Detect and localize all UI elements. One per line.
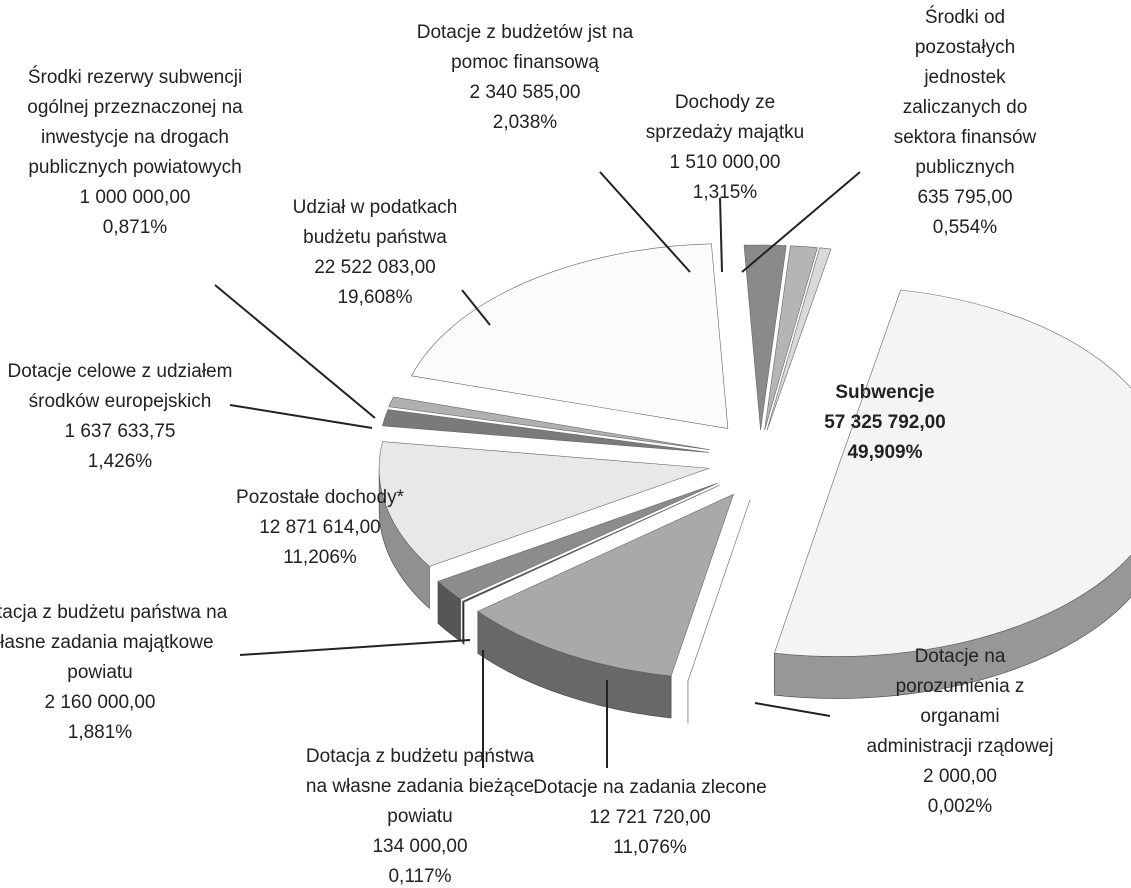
label-name: Środki rezerwy subwencji ogólnej przezna… (27, 67, 243, 178)
slice (378, 441, 710, 567)
slice-label: Środki od pozostałych jednostek zaliczan… (878, 3, 1053, 243)
label-amount: 1 637 633,75 (64, 421, 176, 442)
slice-label: Udział w podatkach budżetu państwa 22 522… (265, 193, 485, 313)
slice (411, 243, 729, 429)
label-percent: 1,881% (67, 722, 133, 743)
slice-side-shade (774, 554, 1131, 699)
label-percent: 0,002% (927, 796, 993, 817)
slice (381, 409, 709, 453)
label-percent: 0,871% (102, 217, 168, 238)
slice-label: Dotacje na porozumienia z organami admin… (865, 642, 1055, 822)
leader-line (719, 197, 723, 273)
leader-line (229, 404, 373, 429)
label-amount: 57 325 792,00 (824, 412, 946, 433)
label-name: Udział w podatkach budżetu państwa (292, 197, 458, 248)
slice-label: Dotacja z budżetu państwa na własne zada… (0, 598, 230, 748)
label-percent: 0,554% (932, 217, 998, 238)
slice-side-shade (379, 468, 430, 609)
leader-line (214, 284, 376, 419)
label-percent: 1,315% (692, 182, 758, 203)
slice (461, 484, 720, 603)
slice-label: Pozostałe dochody* 12 871 614,00 11,206% (200, 483, 440, 573)
slice-label: Dotacje celowe z udziałem środków europe… (5, 357, 235, 477)
leader-line (754, 702, 831, 717)
slice (773, 289, 1131, 657)
label-name: Dotacja z budżetu państwa na własne zada… (305, 746, 535, 827)
slice (687, 499, 751, 682)
slice (766, 247, 832, 431)
slice (477, 493, 734, 677)
label-name: Dotacja z budżetu państwa na własne zada… (0, 602, 228, 683)
label-amount: 2 160 000,00 (44, 692, 156, 713)
label-percent: 1,426% (87, 451, 153, 472)
slice-side-shade (437, 581, 461, 642)
label-amount: 12 721 720,00 (589, 807, 711, 828)
label-amount: 2 340 585,00 (469, 82, 581, 103)
slice-label: Dochody ze sprzedaży majątku 1 510 000,00… (630, 88, 820, 208)
slice-side-shade (477, 611, 672, 719)
slice (388, 396, 710, 450)
slice-side-shade (462, 601, 465, 645)
pie-tops (378, 243, 1131, 682)
pie-sides (378, 468, 1131, 724)
slice-label: Dotacje z budżetów jst na pomoc finansow… (405, 18, 645, 138)
label-amount: 134 000,00 (372, 836, 468, 857)
label-name: Dochody ze sprzedaży majątku (645, 92, 805, 143)
label-percent: 49,909% (847, 442, 923, 463)
label-amount: 1 000 000,00 (79, 187, 191, 208)
label-amount: 1 510 000,00 (669, 152, 781, 173)
slice-label: Środki rezerwy subwencji ogólnej przezna… (0, 63, 270, 243)
leader-line (239, 639, 471, 656)
label-percent: 11,076% (613, 837, 687, 858)
slice-label: Subwencje 57 325 792,00 49,909% (785, 378, 985, 468)
label-percent: 0,117% (388, 866, 452, 887)
label-name: Pozostałe dochody* (236, 487, 404, 508)
slice (764, 245, 818, 431)
label-percent: 11,206% (283, 547, 357, 568)
label-name: Subwencje (835, 382, 935, 403)
leader-line (461, 289, 491, 326)
slice-side (462, 600, 465, 645)
label-amount: 22 522 083,00 (314, 257, 436, 278)
label-name: Dotacje z budżetów jst na pomoc finansow… (416, 22, 634, 73)
label-name: Dotacje na porozumienia z organami admin… (866, 646, 1054, 757)
slice (437, 482, 718, 600)
label-amount: 2 000,00 (923, 766, 997, 787)
leader-line (741, 171, 861, 273)
slice (743, 244, 787, 431)
leader-line (599, 171, 691, 273)
label-percent: 2,038% (492, 112, 558, 133)
slice-side (437, 580, 461, 642)
label-name: Dotacje na zadania zlecone (533, 777, 767, 798)
slice-label: Dotacja z budżetu państwa na własne zada… (305, 742, 535, 888)
label-amount: 12 871 614,00 (259, 517, 381, 538)
label-amount: 635 795,00 (917, 187, 1013, 208)
slice-label: Dotacje na zadania zlecone 12 721 720,00 1… (530, 773, 770, 863)
label-name: Środki od pozostałych jednostek zaliczan… (893, 7, 1037, 178)
label-percent: 19,608% (337, 287, 413, 308)
label-name: Dotacje celowe z udziałem środków europe… (7, 361, 233, 412)
